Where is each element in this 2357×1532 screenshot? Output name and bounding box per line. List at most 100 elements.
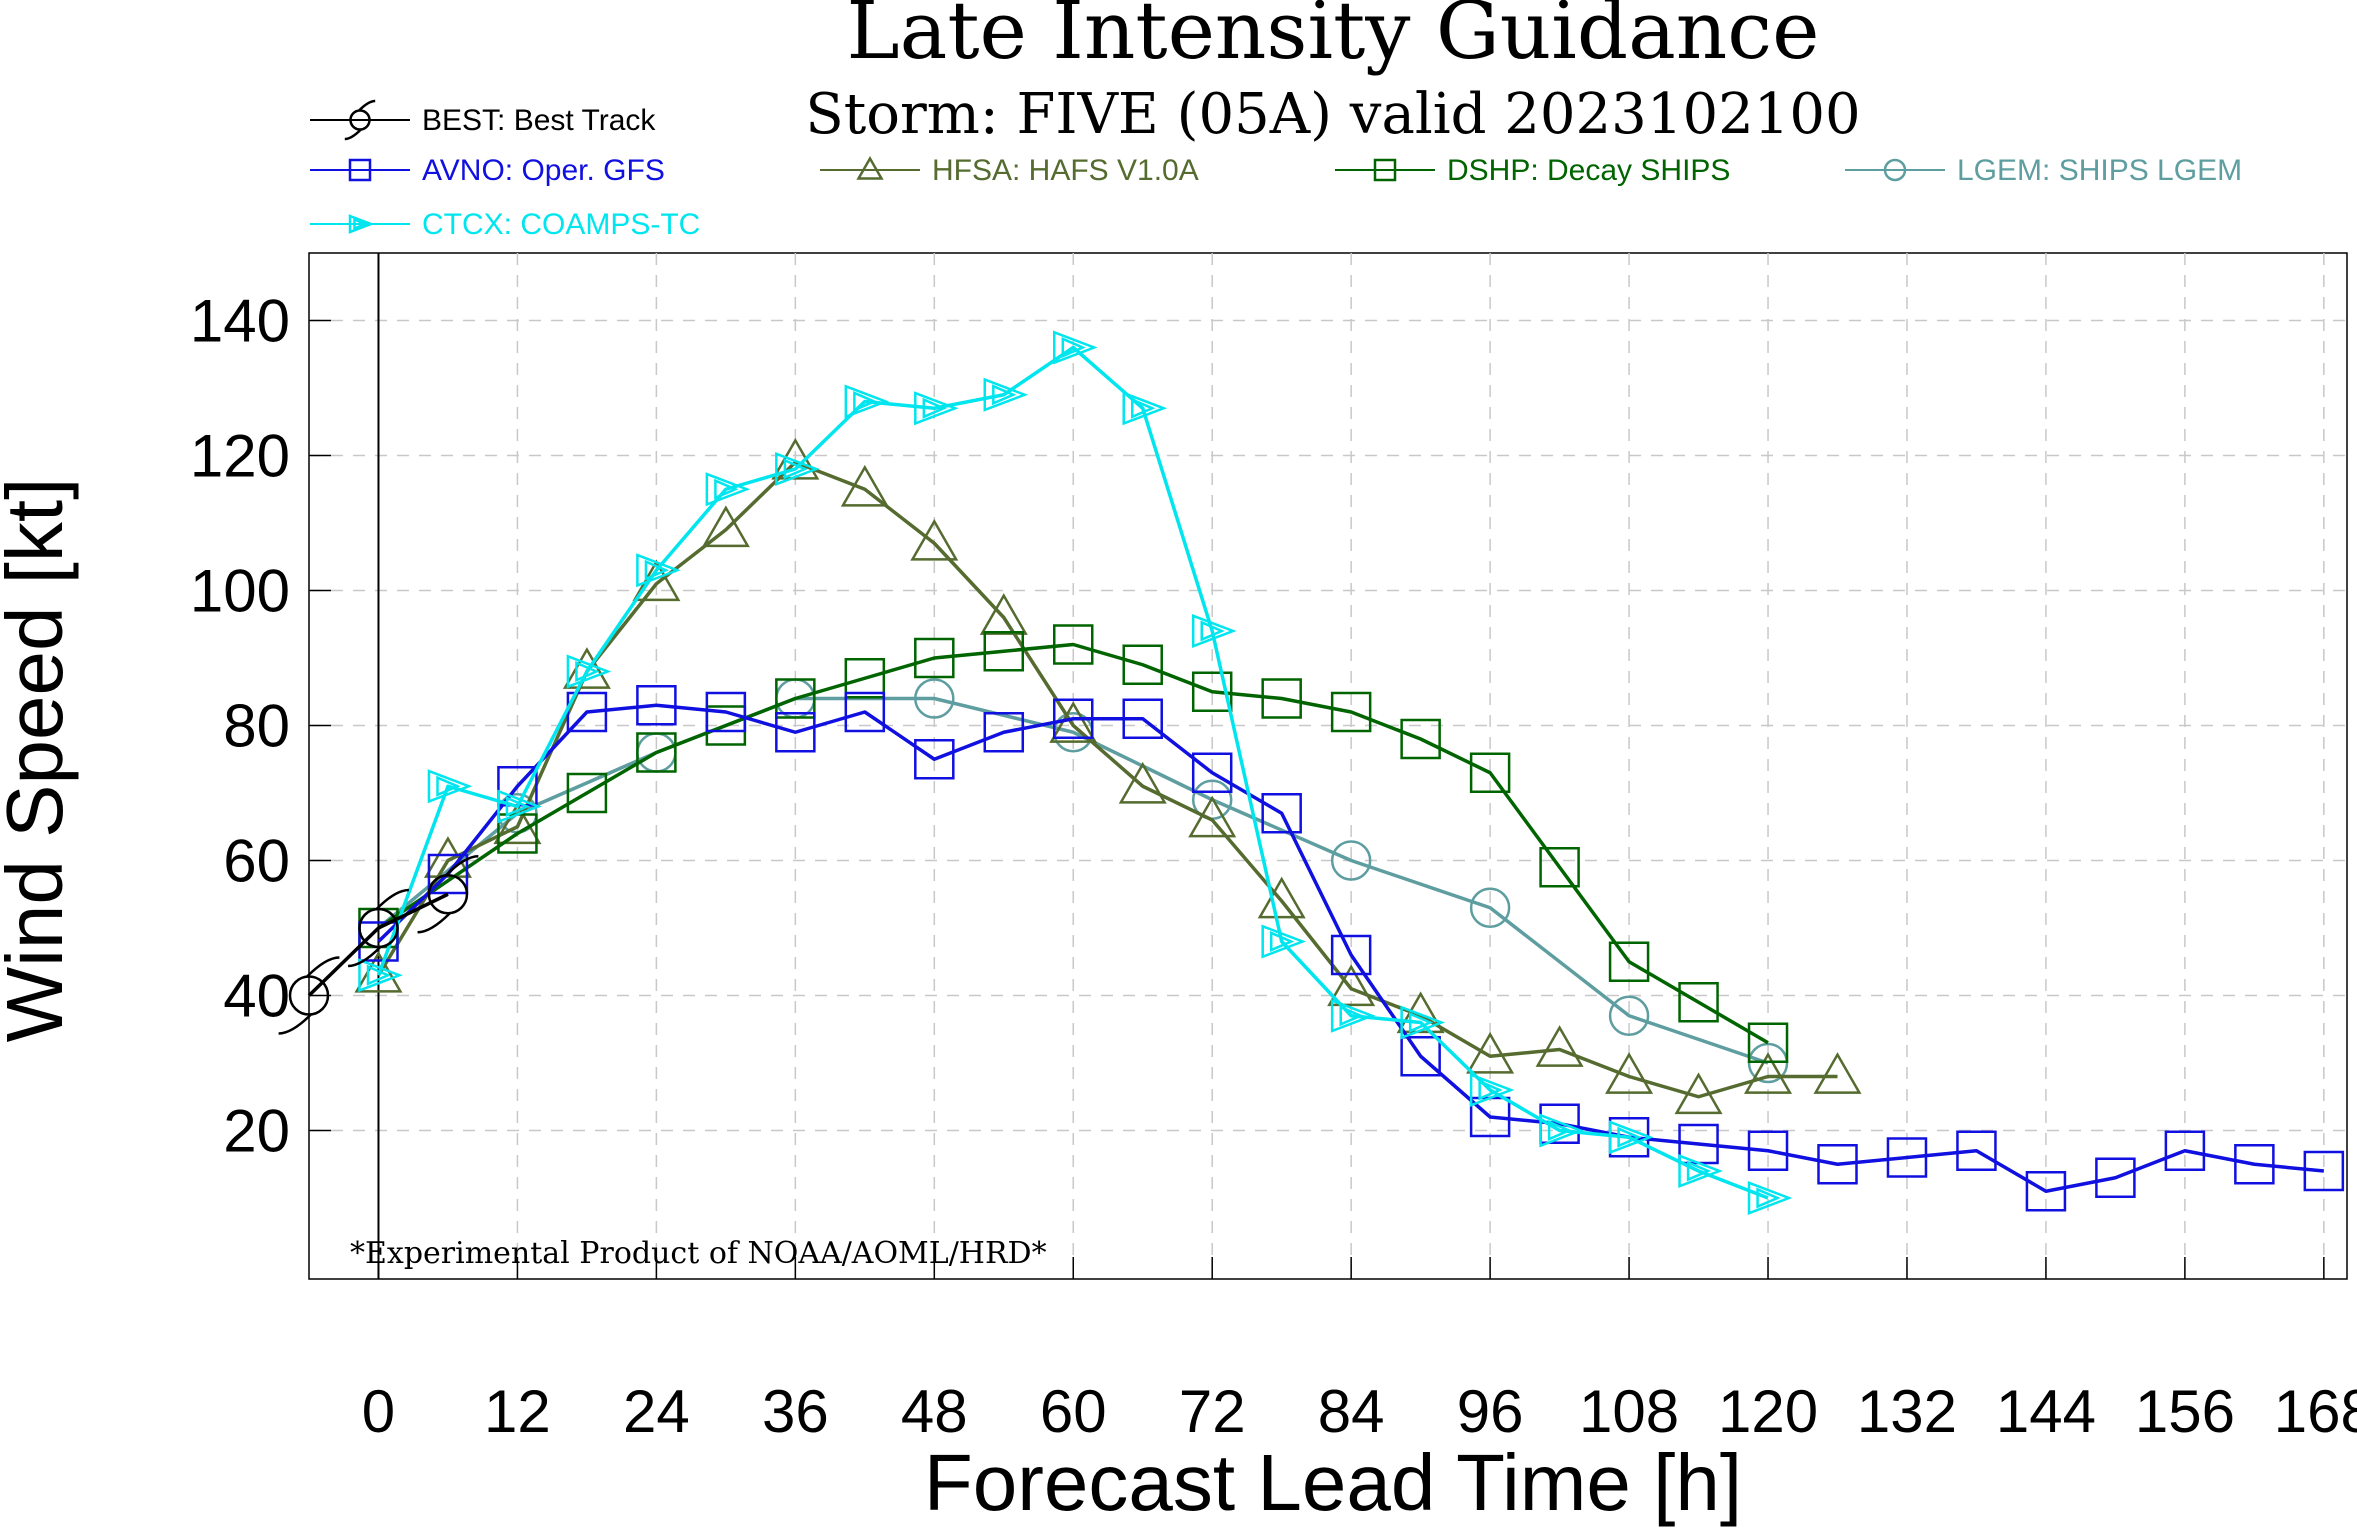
data-point xyxy=(1747,1180,1793,1216)
data-point xyxy=(1188,795,1237,838)
data-point xyxy=(427,853,469,895)
series-line xyxy=(376,345,1769,1200)
data-point xyxy=(1330,840,1372,881)
series-dshp xyxy=(358,624,1789,1063)
data-point xyxy=(1053,624,1094,665)
legend-entry: CTCX: COAMPS-TC xyxy=(310,208,700,241)
data-point xyxy=(1539,847,1580,888)
data-point xyxy=(2164,1130,2206,1171)
data-point xyxy=(1261,793,1302,834)
data-point xyxy=(914,739,955,780)
data-point xyxy=(1747,1022,1789,1063)
data-point xyxy=(1261,924,1307,959)
data-point xyxy=(705,691,747,733)
data-point xyxy=(1118,761,1167,804)
data-point xyxy=(1122,698,1163,739)
data-point xyxy=(636,732,677,773)
y-tick-label: 120 xyxy=(190,423,290,490)
data-point xyxy=(775,678,816,719)
x-tick-label: 96 xyxy=(1457,1378,1524,1445)
data-point xyxy=(1469,887,1511,928)
data-point xyxy=(2025,1171,2067,1212)
data-point xyxy=(1956,1130,1997,1171)
data-point xyxy=(1674,1072,1723,1115)
data-point xyxy=(1469,752,1511,793)
series-line xyxy=(377,703,2325,1193)
data-point xyxy=(1535,1025,1584,1067)
data-point xyxy=(910,518,959,561)
data-point xyxy=(566,654,612,689)
series-layer xyxy=(278,330,2345,1216)
data-point xyxy=(844,691,886,733)
data-point xyxy=(1817,1144,1858,1185)
series-line xyxy=(307,892,449,997)
data-point xyxy=(983,377,1029,412)
x-tick-label: 108 xyxy=(1579,1378,1679,1445)
data-point xyxy=(427,769,473,804)
x-tick-label: 120 xyxy=(1718,1378,1818,1445)
data-point xyxy=(358,921,399,962)
y-axis-label: Wind Speed [kt] xyxy=(0,478,79,1043)
data-point xyxy=(278,956,340,1035)
chart-subtitle: Storm: FIVE (05A) valid 2023102100 xyxy=(805,82,1860,147)
data-point xyxy=(1400,1036,1441,1077)
data-point xyxy=(914,678,955,719)
data-point xyxy=(979,593,1028,635)
x-tick-label: 156 xyxy=(2135,1378,2235,1445)
data-point xyxy=(1678,1153,1723,1189)
data-point xyxy=(1747,1130,1789,1171)
y-tick-label: 40 xyxy=(223,963,290,1030)
x-tick-label: 12 xyxy=(484,1378,551,1445)
axes: 0 12 24 36 48 60 72 84 96 108 120 132 144 156 168 20 40 6… xyxy=(190,253,2357,1445)
x-axis-label: Forecast Lead Time [h] xyxy=(924,1438,1742,1527)
data-point xyxy=(348,214,375,234)
legend-label: HFSA: HAFS V1.0A xyxy=(932,154,1199,187)
data-point xyxy=(1400,718,1441,760)
data-point xyxy=(1122,391,1168,426)
x-tick-label: 132 xyxy=(1857,1378,1957,1445)
data-point xyxy=(1330,998,1376,1033)
data-point xyxy=(632,559,681,602)
data-point xyxy=(1191,613,1237,649)
data-point xyxy=(1678,982,1719,1023)
data-point xyxy=(1608,941,1650,982)
data-point xyxy=(344,99,376,141)
data-point xyxy=(1813,1052,1862,1094)
data-point xyxy=(358,958,403,993)
data-point xyxy=(983,712,1025,753)
data-point xyxy=(347,888,409,968)
data-point xyxy=(636,685,677,726)
data-point xyxy=(1883,158,1907,182)
x-tick-label: 0 xyxy=(362,1378,395,1445)
data-point xyxy=(636,553,681,588)
experimental-note: *Experimental Product of NOAA/AOML/HRD* xyxy=(350,1236,1047,1271)
data-point xyxy=(1261,678,1302,719)
x-tick-label: 168 xyxy=(2274,1378,2357,1445)
series-ctcx xyxy=(358,330,1793,1216)
y-tick-label: 100 xyxy=(190,558,290,625)
data-point xyxy=(1608,1120,1654,1155)
y-tick-label: 80 xyxy=(223,693,290,760)
y-tick-label: 60 xyxy=(223,828,290,895)
x-tick-label: 84 xyxy=(1318,1378,1385,1445)
series-line xyxy=(377,642,1769,1045)
data-point xyxy=(983,631,1025,672)
x-tick-label: 72 xyxy=(1179,1378,1246,1445)
data-point xyxy=(914,391,959,426)
legend-entry: BEST: Best Track xyxy=(310,99,656,141)
legend-entry: DSHP: Decay SHIPS xyxy=(1335,154,1730,187)
data-point xyxy=(775,712,816,753)
x-tick-label: 144 xyxy=(1996,1378,2096,1445)
data-point xyxy=(844,658,886,699)
legend-entry: HFSA: HAFS V1.0A xyxy=(820,154,1199,187)
data-point xyxy=(1744,1052,1793,1094)
legend-entry: AVNO: Oper. GFS xyxy=(310,154,665,187)
data-point xyxy=(1330,691,1372,733)
data-point xyxy=(566,772,608,814)
data-point xyxy=(493,802,542,845)
chart-title: Late Intensity Guidance xyxy=(847,0,1820,77)
data-point xyxy=(2303,1150,2345,1192)
data-point xyxy=(844,384,890,419)
legend-label: DSHP: Decay SHIPS xyxy=(1447,154,1730,187)
